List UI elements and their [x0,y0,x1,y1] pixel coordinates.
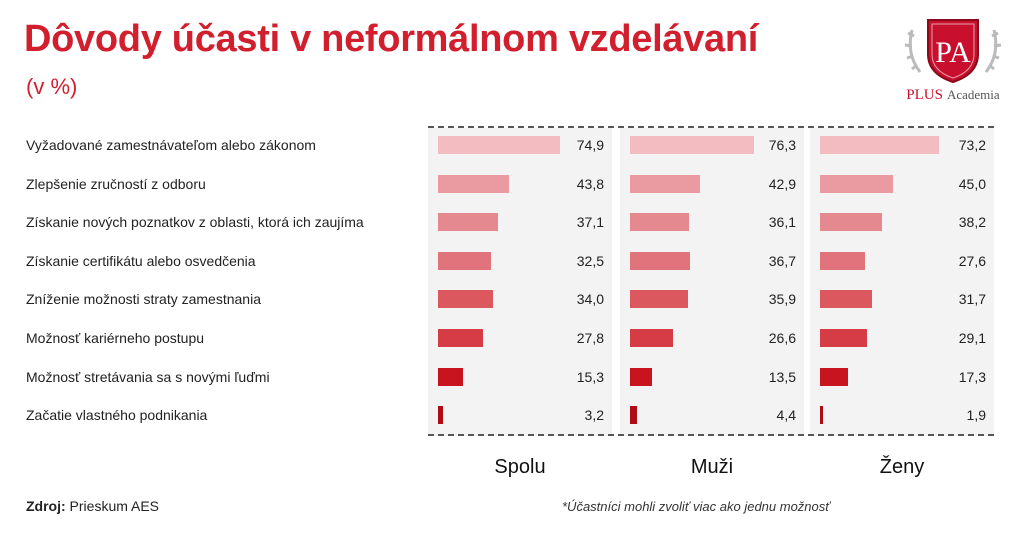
data-label: 17,3 [958,368,986,385]
panel-title-1: Muži [690,456,734,478]
data-label: 38,2 [958,214,986,231]
bar-ženy [820,174,894,193]
logo-initials: PA [935,36,971,69]
bar-ženy [820,213,883,232]
bar-muži [630,251,690,270]
data-label: 74,9 [576,137,604,153]
category-label: Vyžadované zamestnávateľom alebo zákonom [26,137,316,153]
category-label: Možnosť stretávania sa s novými ľuďmi [26,368,270,385]
bar-muži [630,213,689,232]
data-label: 43,8 [576,175,604,192]
category-label: Získanie nových poznatkov z oblasti, kto… [26,214,364,231]
bar-spolu [438,290,494,309]
category-label: Získanie certifikátu alebo osvedčenia [26,252,256,269]
bar-ženy [820,290,872,309]
data-label: 45,0 [958,175,986,192]
data-label: 26,6 [768,330,796,346]
source-value: Prieskum AES [69,498,160,514]
bar-muži [630,174,700,193]
bar-muži [630,367,652,386]
logo-emblem-icon: PA [904,19,1002,84]
category-label: Zníženie možnosti straty zamestnania [26,291,261,308]
data-label: 36,7 [768,252,796,269]
data-label: 4,4 [776,407,796,424]
bar-spolu [438,136,560,154]
source-line: Zdroj: Prieskum AES [26,498,159,514]
panel-title-2: Ženy [879,456,925,478]
footnote: *Účastníci mohli zvoliť viac ako jednu m… [562,499,830,514]
bottom-divider [428,434,994,436]
category-label: Možnosť kariérneho postupu [26,330,205,346]
category-label: Zlepšenie zručností z odboru [26,175,206,192]
bar-ženy [820,329,868,347]
bar-spolu [438,367,463,386]
source-label: Zdroj: [26,498,66,514]
data-label: 27,8 [576,330,604,346]
data-label: 1,9 [966,407,986,424]
category-label: Začatie vlastného podnikania [26,407,208,424]
plus-academia-logo: PA PLUS Academia [898,14,1008,104]
data-label: 35,9 [768,291,796,308]
data-label: 3,2 [584,407,604,424]
bar-ženy [820,406,824,425]
top-divider [428,126,994,128]
data-label: 76,3 [768,137,796,153]
data-label: 36,1 [768,214,796,231]
logo-brand-suffix: Academia [946,87,1000,102]
bar-ženy [820,367,849,386]
bar-ženy [820,251,865,270]
data-label: 15,3 [576,368,604,385]
bar-spolu [438,329,484,347]
data-label: 13,5 [768,368,796,385]
bar-spolu [438,174,510,193]
data-label: 42,9 [768,175,796,192]
data-label: 29,1 [958,330,986,346]
data-label: 31,7 [958,291,986,308]
bar-muži [630,136,755,154]
panel-title-0: Spolu [494,456,546,478]
bar-spolu [438,213,499,232]
bar-muži [630,329,674,347]
bar-ženy [820,136,940,154]
data-label: 73,2 [958,137,986,153]
bar-spolu [438,406,444,425]
logo-brand: PLUS [906,87,943,103]
bar-muži [630,406,638,425]
bar-muži [630,290,689,309]
data-label: 34,0 [576,291,604,308]
bar-spolu [438,251,491,270]
data-label: 32,5 [576,252,604,269]
chart-subtitle: (v %) [26,74,78,99]
data-label: 27,6 [958,252,986,269]
data-label: 37,1 [576,214,604,231]
chart-title: Dôvody účasti v neformálnom vzdelávaní [24,18,759,60]
